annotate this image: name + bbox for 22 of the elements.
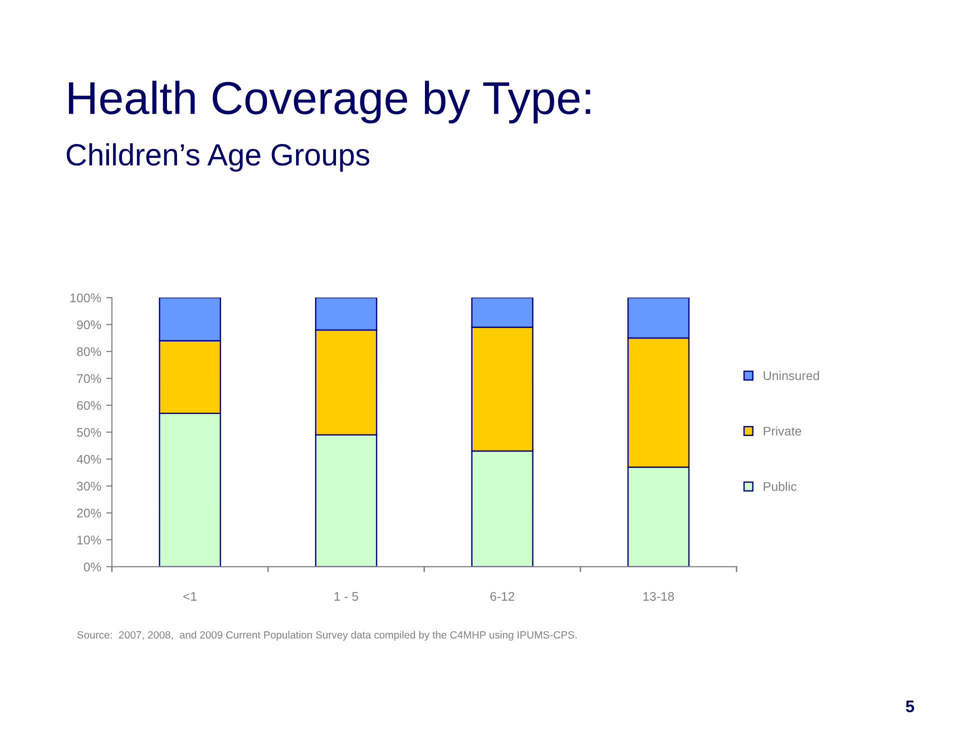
chart-subtitle: Children’s Age Groups (66, 143, 370, 172)
y-tick-label: 100% (70, 293, 102, 302)
y-tick-label: 90% (77, 320, 102, 330)
y-tick-label: 10% (77, 536, 102, 544)
y-tick-label: 50% (76, 428, 102, 437)
y-tick-label: 30% (76, 482, 102, 491)
text: 5 (906, 700, 914, 712)
legend-label: Private (764, 426, 802, 436)
legend-label: Uninsured (764, 370, 819, 380)
y-tick-label: 40% (76, 454, 102, 464)
y-tick-label: 0% (84, 562, 102, 572)
x-tick-label: 13-18 (643, 592, 674, 601)
x-tick-label: 6-12 (490, 592, 514, 601)
y-tick-label: 70% (77, 374, 102, 384)
x-tick-label: <1 (183, 592, 196, 601)
chart-title: Health Coverage by Type: (68, 80, 590, 124)
source-note: Source: 2007, 2008, and 2009 Current Population Survey data compiled by the C4MHP using IPUMS-CPS. (77, 630, 577, 641)
y-tick-label: 60% (77, 401, 102, 410)
legend-label: Public (764, 482, 797, 491)
y-tick-label: 20% (77, 508, 102, 518)
x-tick-label: 1 - 5 (334, 592, 358, 601)
y-tick-label: 80% (77, 347, 102, 356)
